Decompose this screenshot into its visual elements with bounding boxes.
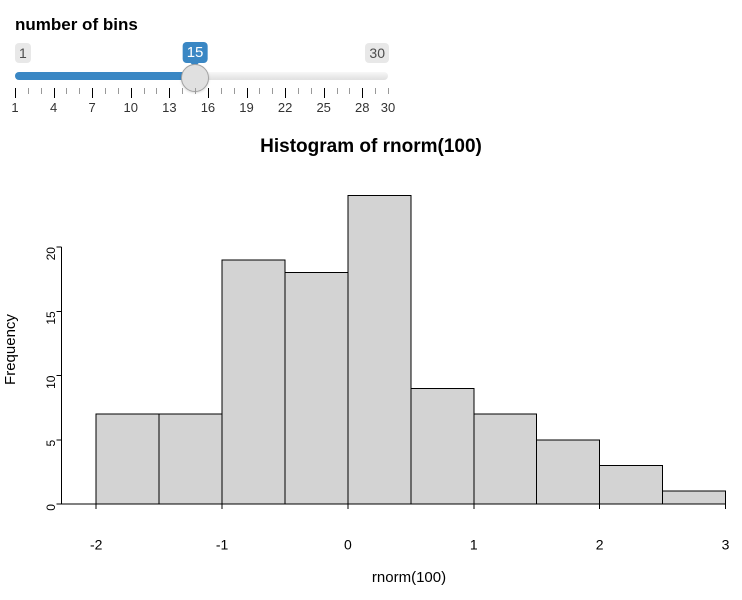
- svg-text:0: 0: [44, 504, 58, 511]
- svg-text:0: 0: [344, 536, 352, 552]
- svg-text:15: 15: [44, 311, 58, 325]
- svg-text:3: 3: [722, 536, 730, 552]
- svg-text:rnorm(100): rnorm(100): [372, 569, 446, 586]
- svg-text:5: 5: [44, 439, 58, 446]
- svg-text:-2: -2: [90, 536, 103, 552]
- svg-text:Frequency: Frequency: [2, 314, 19, 385]
- svg-text:2: 2: [596, 536, 604, 552]
- svg-text:10: 10: [44, 375, 58, 389]
- svg-text:1: 1: [470, 536, 478, 552]
- svg-text:-1: -1: [216, 536, 229, 552]
- svg-text:20: 20: [44, 247, 58, 261]
